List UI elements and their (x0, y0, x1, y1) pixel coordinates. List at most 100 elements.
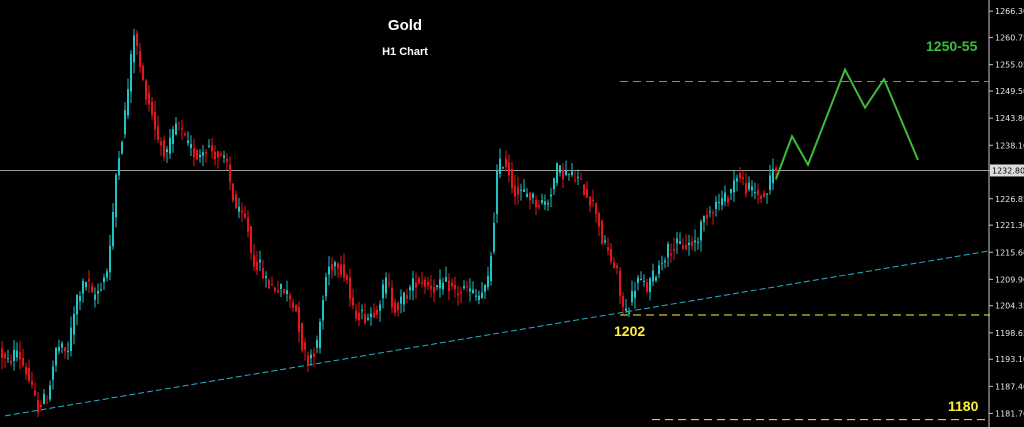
candle-body (196, 150, 198, 160)
candle-body (694, 240, 696, 243)
candle-body (121, 141, 123, 154)
candle-body (397, 302, 399, 311)
candle-body (685, 245, 687, 249)
candle-body (61, 343, 63, 348)
candle-body (736, 178, 738, 182)
candle-body (475, 295, 477, 297)
candle-body (688, 242, 690, 246)
candle-body (589, 197, 591, 206)
candle-body (526, 193, 528, 198)
candle-body (373, 312, 375, 318)
candle-body (487, 275, 489, 287)
candle-body (508, 162, 510, 176)
candle-body (454, 284, 456, 290)
candle-body (346, 275, 348, 280)
candle-body (67, 350, 69, 352)
candle-body (94, 294, 96, 300)
candle-body (718, 202, 720, 204)
price-tick-label: 1238.10 (995, 141, 1024, 150)
target-label: 1180 (948, 398, 979, 414)
candle-body (424, 279, 426, 287)
price-tick-label: 1260.75 (995, 34, 1024, 43)
trendline (4, 250, 991, 417)
candle-body (115, 174, 117, 218)
candle-body (391, 287, 393, 308)
candle-body (607, 247, 609, 251)
candle-body (583, 184, 585, 195)
candle-body (556, 163, 558, 184)
candle-body (403, 292, 405, 305)
candle-body (43, 393, 45, 405)
candle-body (214, 151, 216, 160)
candle-body (202, 152, 204, 156)
resistance-label: 1250-55 (926, 38, 978, 54)
candle-body (646, 282, 648, 292)
candle-body (97, 290, 99, 294)
candle-body (499, 158, 501, 174)
price-tick-label: 1198.65 (995, 329, 1024, 338)
candle-body (142, 65, 144, 80)
candle-body (463, 286, 465, 289)
candle-body (265, 276, 267, 278)
candle-body (670, 253, 672, 256)
candle-body (304, 342, 306, 350)
candle-body (64, 347, 66, 352)
candle-body (496, 170, 498, 215)
candle-body (160, 141, 162, 146)
candle-body (517, 187, 519, 195)
candle-body (154, 111, 156, 130)
candle-body (79, 296, 81, 302)
candle-body (439, 279, 441, 289)
chart-subtitle: H1 Chart (382, 46, 428, 58)
candle-body (136, 33, 138, 46)
candle-body (613, 262, 615, 268)
candle-body (280, 283, 282, 289)
candle-body (727, 197, 729, 203)
candle-body (532, 193, 534, 198)
candle-body (322, 300, 324, 321)
candle-body (430, 285, 432, 290)
candle-body (598, 212, 600, 227)
candle-body (133, 35, 135, 63)
candle-body (655, 277, 657, 281)
candle-body (331, 263, 333, 271)
candle-body (259, 259, 261, 263)
candle-body (130, 54, 132, 92)
candle-body (547, 202, 549, 205)
candle-body (457, 293, 459, 296)
candle-body (754, 192, 756, 194)
candle-body (238, 206, 240, 212)
candle-body (157, 125, 159, 140)
candle-body (100, 289, 102, 291)
candle-body (577, 177, 579, 179)
candle-body (271, 283, 273, 285)
candle-body (697, 241, 699, 243)
candle-body (352, 297, 354, 306)
candle-body (760, 195, 762, 199)
candle-body (643, 280, 645, 282)
candle-body (544, 201, 546, 205)
candle-body (16, 350, 18, 358)
candle-body (772, 168, 774, 184)
candle-body (682, 245, 684, 250)
candle-body (460, 291, 462, 293)
candle-body (610, 249, 612, 262)
candle-body (229, 164, 231, 182)
candle-body (568, 173, 570, 175)
candle-body (343, 264, 345, 278)
candle-body (91, 285, 93, 293)
candle-body (730, 189, 732, 194)
candle-body (292, 302, 294, 309)
candle-body (52, 366, 54, 380)
candle-body (22, 357, 24, 366)
candle-body (673, 249, 675, 251)
current-price-label: 1232.80 (992, 166, 1024, 175)
price-tick-label: 1193.10 (995, 355, 1024, 364)
candle-body (298, 307, 300, 332)
candle-body (520, 189, 522, 191)
candle-body (235, 194, 237, 209)
candle-body (223, 155, 225, 158)
candle-body (190, 144, 192, 149)
candle-body (427, 281, 429, 286)
